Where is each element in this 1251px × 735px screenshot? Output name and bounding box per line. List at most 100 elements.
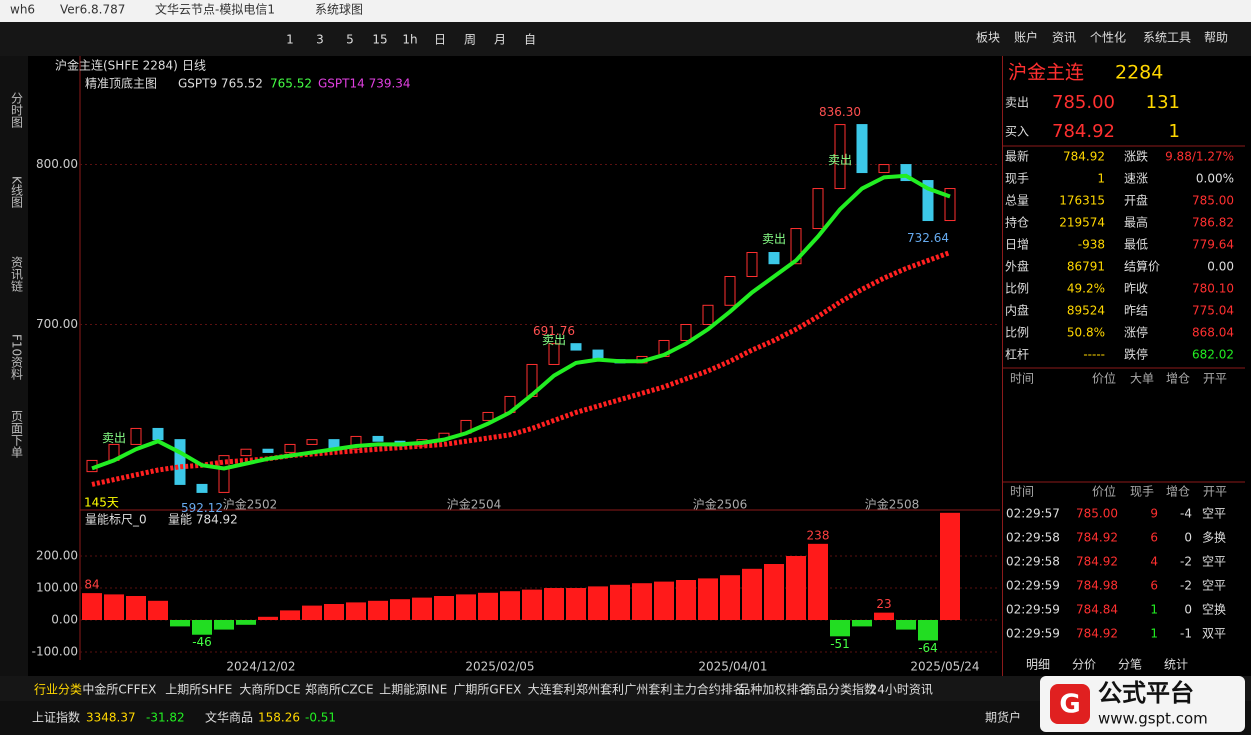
toolbar-button[interactable]: 15 — [372, 33, 387, 47]
side-tab[interactable]: 资讯链 — [10, 256, 24, 292]
volume-bar — [588, 586, 608, 620]
data-label: 84 — [84, 578, 99, 592]
volume-bar — [456, 594, 476, 620]
tab[interactable]: 分价 — [1072, 658, 1096, 672]
toolbar-button[interactable]: 1h — [402, 33, 417, 47]
tab[interactable]: 分笔 — [1118, 657, 1142, 672]
contract-label: 沪金2504 — [447, 497, 502, 512]
volume-bar — [302, 605, 322, 620]
volume-bar — [896, 620, 916, 630]
tab[interactable]: 商品分类指数 — [804, 682, 876, 697]
volume-bar — [852, 620, 872, 627]
volume-bar — [170, 620, 190, 627]
tab[interactable]: 广期所GFEX — [453, 683, 521, 697]
tab[interactable]: 24小时资讯 — [870, 683, 933, 697]
volume-bar — [346, 602, 366, 620]
contract-label: 沪金2508 — [865, 497, 920, 512]
candle-body — [768, 252, 780, 265]
tab[interactable]: 郑州套利 — [576, 682, 624, 697]
label: 公式平台 — [1098, 679, 1194, 707]
annotation: 卖出 — [828, 153, 852, 167]
candle-body — [262, 448, 274, 453]
annotation: 592.12 — [181, 501, 223, 515]
toolbar-button[interactable]: 3 — [316, 33, 324, 47]
annotation: 836.30 — [819, 105, 861, 119]
volume-bar — [654, 581, 674, 620]
menu[interactable]: 板块 — [976, 31, 1000, 45]
label: 50.8% — [1067, 326, 1105, 340]
tab[interactable]: 行业分类 — [34, 683, 82, 697]
volume-bar — [918, 620, 938, 641]
trade-cell: 空换 — [1202, 603, 1226, 617]
menu[interactable]: 个性化 — [1090, 31, 1126, 45]
tab[interactable]: 广州套利 — [624, 683, 672, 697]
trade-cell: 6 — [1150, 531, 1158, 545]
side-tab[interactable]: F10资料 — [10, 334, 24, 380]
trade-cell: 双平 — [1202, 627, 1226, 641]
tab[interactable]: 大商所DCE — [239, 682, 300, 697]
logo-glyph: G — [1059, 690, 1080, 720]
label: 785.00 — [1192, 194, 1234, 208]
tab[interactable]: 郑商所CZCE — [305, 682, 374, 697]
side-tab[interactable]: 页面下单 — [10, 410, 24, 459]
label: 总量 — [1005, 194, 1029, 208]
volume-bar — [324, 604, 344, 620]
label: 最新 — [1005, 149, 1029, 164]
tab[interactable]: 统计 — [1164, 658, 1188, 672]
toolbar-button[interactable]: 5 — [346, 33, 354, 47]
tab[interactable]: 主力合约排名 — [673, 682, 745, 697]
trade-cell: 784.98 — [1076, 579, 1118, 593]
toolbar-button[interactable]: 日 — [434, 33, 446, 47]
label: 868.04 — [1192, 326, 1234, 340]
tab[interactable]: 上期所SHFE — [165, 683, 232, 697]
volume-bar — [126, 596, 146, 620]
label: 涨跌 — [1124, 149, 1148, 164]
tab[interactable]: 上期能源INE — [379, 683, 447, 697]
trade-cell: 02:29:58 — [1006, 531, 1060, 545]
toolbar-button[interactable]: 自 — [524, 33, 536, 47]
trade-cell: 02:29:59 — [1006, 579, 1060, 593]
tab[interactable]: 中金所CFFEX — [82, 682, 156, 697]
side-tab[interactable]: K线图 — [10, 176, 24, 208]
tab[interactable]: 大连套利 — [528, 682, 576, 697]
side-tab[interactable]: 分时图 — [10, 92, 24, 128]
trade-cell: 784.84 — [1076, 603, 1118, 617]
label: 增仓 — [1166, 485, 1190, 499]
label: 精准顶底主图 — [85, 76, 157, 91]
trade-cell: 785.00 — [1076, 507, 1118, 521]
candle-body — [570, 343, 582, 351]
toolbar-button[interactable]: 周 — [464, 33, 476, 47]
volume-bar — [632, 583, 652, 620]
candle-body — [240, 448, 252, 457]
tab[interactable]: 明细 — [1026, 658, 1050, 672]
label: 文华云节点-模拟电信1 — [155, 2, 275, 17]
label: 速涨 — [1124, 171, 1148, 186]
menu[interactable]: 账户 — [1014, 30, 1038, 45]
trade-cell: 784.92 — [1076, 627, 1118, 641]
volume-bar — [830, 620, 850, 637]
toolbar-button[interactable]: 月 — [494, 33, 506, 47]
label: 开盘 — [1124, 193, 1148, 208]
ticker: 158.26 — [258, 711, 300, 725]
candle-body — [548, 343, 560, 365]
label: 内盘 — [1005, 303, 1029, 318]
volume-bar — [874, 612, 894, 620]
dropdown[interactable]: 日线 — [182, 59, 206, 73]
trade-cell: -1 — [1180, 627, 1192, 641]
toolbar-button[interactable]: 1 — [286, 33, 294, 47]
volume-bar — [280, 610, 300, 620]
label: www.gspt.com — [1098, 710, 1208, 728]
tab[interactable]: 品种加权排名 — [738, 682, 810, 697]
contract-label: 沪金2502 — [223, 497, 278, 512]
menu[interactable]: 资讯 — [1052, 31, 1076, 45]
menu[interactable]: 系统工具 — [1143, 31, 1191, 45]
label: 779.64 — [1192, 238, 1234, 252]
menu[interactable]: 帮助 — [1204, 31, 1228, 45]
volume-bar — [522, 589, 542, 620]
candle-body — [196, 483, 208, 493]
candle-body — [130, 427, 142, 445]
label: 增仓 — [1166, 372, 1190, 386]
ma_slow — [91, 250, 951, 487]
label: 时间 — [1010, 485, 1034, 499]
candle-body — [856, 124, 868, 174]
